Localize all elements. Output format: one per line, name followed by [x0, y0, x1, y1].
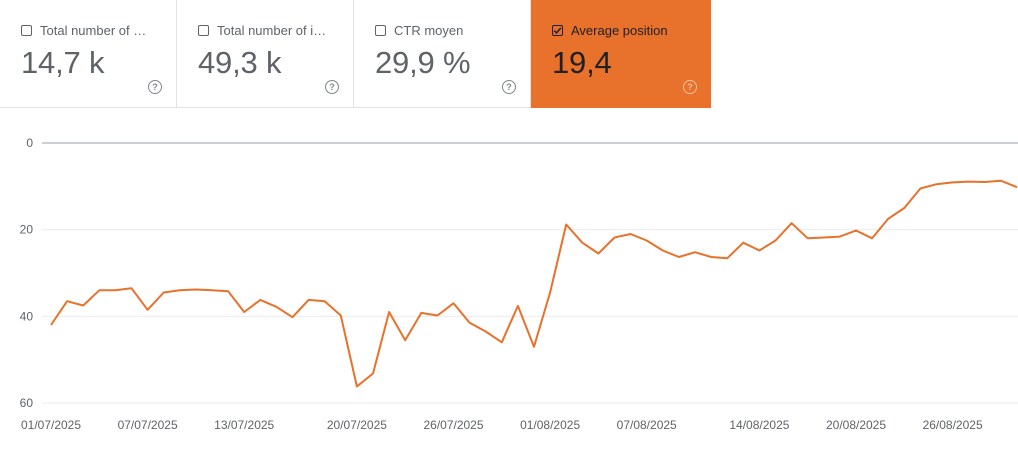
x-tick-label: 20/08/2025 — [826, 418, 886, 432]
data-point[interactable] — [322, 298, 328, 304]
data-point[interactable] — [934, 181, 940, 187]
help-icon[interactable]: ? — [325, 80, 339, 94]
data-point[interactable] — [241, 309, 247, 315]
metric-card-impressions[interactable]: Total number of i… 49,3 k ? — [177, 0, 354, 108]
data-point[interactable] — [563, 222, 569, 228]
metric-cards: Total number of c… 14,7 k ? Total number… — [0, 0, 711, 108]
metric-label: Total number of c… — [40, 23, 152, 38]
data-point[interactable] — [869, 235, 875, 241]
data-point[interactable] — [306, 297, 312, 303]
help-icon[interactable]: ? — [148, 80, 162, 94]
checked-checkbox-icon[interactable] — [552, 25, 563, 36]
data-point[interactable] — [193, 287, 199, 293]
x-tick-label: 14/08/2025 — [729, 418, 789, 432]
data-point[interactable] — [129, 285, 135, 291]
metric-label: Average position — [571, 23, 668, 38]
data-point[interactable] — [901, 205, 907, 211]
x-tick-label: 07/08/2025 — [617, 418, 677, 432]
metric-value: 49,3 k — [198, 45, 282, 80]
data-point[interactable] — [145, 307, 151, 313]
data-point[interactable] — [338, 313, 344, 319]
help-icon[interactable]: ? — [502, 80, 516, 94]
data-point[interactable] — [837, 234, 843, 240]
data-point[interactable] — [370, 371, 376, 377]
data-point[interactable] — [692, 249, 698, 255]
data-point[interactable] — [290, 314, 296, 320]
data-point[interactable] — [112, 287, 118, 293]
data-point[interactable] — [917, 186, 923, 192]
data-point[interactable] — [499, 339, 505, 345]
metric-label: Total number of i… — [217, 23, 327, 38]
y-tick-label: 60 — [20, 396, 34, 410]
x-tick-label: 26/07/2025 — [423, 418, 483, 432]
data-point[interactable] — [547, 290, 553, 296]
data-point[interactable] — [950, 179, 956, 185]
x-tick-label: 13/07/2025 — [214, 418, 274, 432]
data-point[interactable] — [80, 303, 86, 309]
data-point[interactable] — [96, 287, 102, 293]
metric-card-position[interactable]: Average position 19,4 ? — [531, 0, 711, 108]
data-point[interactable] — [1014, 184, 1018, 190]
data-point[interactable] — [64, 298, 70, 304]
metric-value: 29,9 % — [375, 45, 471, 80]
data-point[interactable] — [386, 309, 392, 315]
checkbox-icon[interactable] — [375, 25, 386, 36]
data-point[interactable] — [483, 329, 489, 335]
data-point[interactable] — [982, 179, 988, 185]
data-point[interactable] — [579, 240, 585, 246]
data-point[interactable] — [853, 228, 859, 234]
y-tick-label: 40 — [20, 309, 34, 323]
data-point[interactable] — [740, 240, 746, 246]
metric-label: CTR moyen — [394, 23, 464, 38]
data-point[interactable] — [177, 287, 183, 293]
y-tick-label: 20 — [20, 223, 34, 237]
data-point[interactable] — [48, 322, 54, 328]
data-point[interactable] — [402, 337, 408, 343]
x-tick-label: 26/08/2025 — [923, 418, 983, 432]
data-point[interactable] — [354, 384, 360, 390]
data-point[interactable] — [998, 178, 1004, 184]
line-chart: 0 20 40 60 01/07/2025 07/07/2025 13/07/2025 20… — [20, 136, 1018, 432]
help-icon[interactable]: ? — [683, 80, 697, 94]
data-point[interactable] — [805, 235, 811, 241]
data-point[interactable] — [885, 216, 891, 222]
data-point[interactable] — [451, 300, 457, 306]
data-point[interactable] — [628, 231, 634, 237]
data-point[interactable] — [273, 304, 279, 310]
metric-value: 19,4 — [552, 45, 612, 80]
data-point[interactable] — [708, 254, 714, 260]
metric-value: 14,7 k — [21, 45, 105, 80]
data-point[interactable] — [531, 344, 537, 350]
x-tick-label: 07/07/2025 — [118, 418, 178, 432]
data-point[interactable] — [515, 303, 521, 309]
checkbox-icon[interactable] — [21, 25, 32, 36]
metric-card-ctr[interactable]: CTR moyen 29,9 % ? — [354, 0, 531, 108]
checkbox-icon[interactable] — [198, 25, 209, 36]
data-point[interactable] — [821, 235, 827, 241]
data-point[interactable] — [756, 248, 762, 254]
data-point[interactable] — [595, 251, 601, 257]
data-point[interactable] — [225, 288, 231, 294]
data-point[interactable] — [612, 235, 618, 241]
x-tick-label: 01/07/2025 — [21, 418, 81, 432]
data-point[interactable] — [161, 290, 167, 296]
y-tick-label: 0 — [26, 136, 33, 150]
metric-card-clicks[interactable]: Total number of c… 14,7 k ? — [0, 0, 177, 108]
data-point[interactable] — [724, 255, 730, 261]
data-point[interactable] — [418, 310, 424, 316]
data-point[interactable] — [209, 287, 215, 293]
data-point[interactable] — [676, 254, 682, 260]
data-point[interactable] — [257, 297, 263, 303]
data-point[interactable] — [434, 313, 440, 319]
data-point[interactable] — [789, 220, 795, 226]
data-point[interactable] — [773, 238, 779, 244]
x-tick-label: 01/08/2025 — [520, 418, 580, 432]
data-point[interactable] — [467, 320, 473, 326]
x-tick-label: 20/07/2025 — [327, 418, 387, 432]
data-point[interactable] — [966, 179, 972, 185]
data-point[interactable] — [660, 248, 666, 254]
series-line-average-position — [50, 179, 1018, 388]
data-point[interactable] — [644, 238, 650, 244]
